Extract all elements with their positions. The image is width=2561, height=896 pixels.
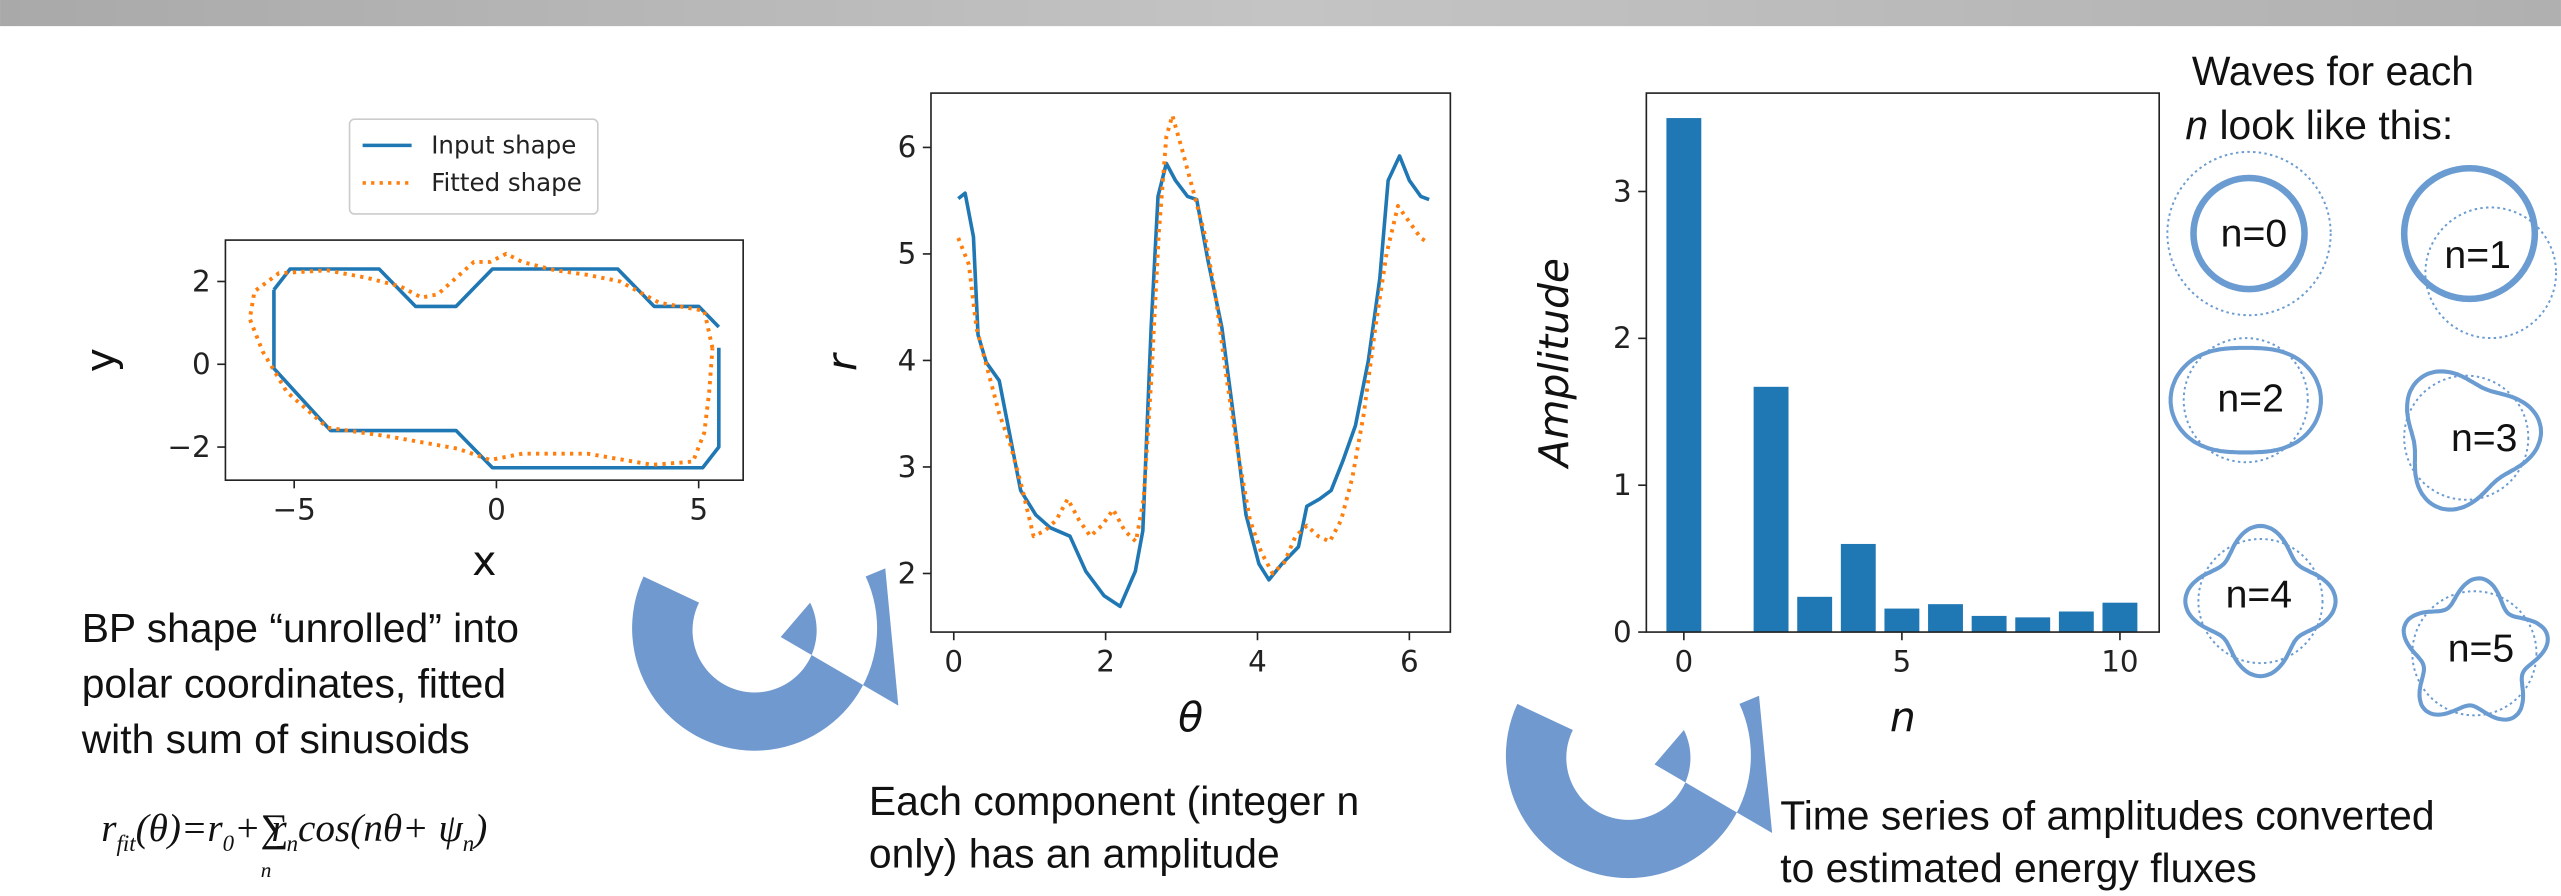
bar <box>1666 118 1702 633</box>
wave-shape <box>2168 345 2323 455</box>
caption-line: BP shape “unrolled” into <box>82 605 519 651</box>
y-tick-label: 1 <box>1613 468 1632 502</box>
plot-frame <box>930 92 1452 633</box>
formula-part: 0 <box>223 831 235 856</box>
x-axis-label: n <box>1890 694 1916 742</box>
legend-label: Fitted shape <box>431 168 582 197</box>
y-tick-label: 3 <box>898 450 917 484</box>
arrow <box>632 568 899 751</box>
x-tick-label: 0 <box>487 492 506 526</box>
y-axis-label: y <box>76 348 124 372</box>
y-tick-label: −2 <box>167 430 210 464</box>
chart: 0 5 10 0 1 2 3 n Amplitude <box>1530 92 2161 742</box>
chart: 0 2 4 6 2 3 4 5 6 θ r <box>818 92 1452 742</box>
bar <box>2058 611 2094 633</box>
x-tick-label: −5 <box>273 492 316 526</box>
y-tick-label: 0 <box>192 347 211 381</box>
wave-shape <box>2400 164 2539 303</box>
caption-line: Time series of amplitudes converted <box>1780 793 2434 839</box>
formula-part: (θ)=r <box>136 807 224 850</box>
wave-shape <box>2183 523 2338 679</box>
chart: −5 0 5 −2 0 2 x y Input shape Fitted shape <box>76 118 744 585</box>
formula-part: n <box>463 831 474 856</box>
y-tick-label: 2 <box>192 264 211 298</box>
caption-line: with sum of sinusoids <box>81 716 470 762</box>
formula-part: n <box>287 831 298 856</box>
wave-label: n=3 <box>2451 417 2517 460</box>
y-tick-label: 2 <box>898 556 917 590</box>
legend: Input shape Fitted shape <box>348 118 599 215</box>
waves-title-part: look like this: <box>2219 102 2453 148</box>
x-axis-label: θ <box>1178 694 1203 742</box>
arrow <box>1505 695 1773 879</box>
wave-reference <box>2403 374 2530 501</box>
plot-frame <box>224 239 744 481</box>
series-line <box>247 251 715 467</box>
formula-part: r <box>101 807 117 850</box>
wave-reference <box>2424 206 2558 340</box>
x-tick-label: 2 <box>1096 644 1115 678</box>
y-tick-label: 4 <box>898 343 917 377</box>
wave-label: n=2 <box>2217 378 2283 421</box>
caption-line: to estimated energy fluxes <box>1780 845 2257 891</box>
wave-shape <box>2190 174 2308 293</box>
bar <box>1884 608 1920 633</box>
wave-reference <box>2166 150 2332 317</box>
formula-part: cos(nθ+ ψ <box>298 807 463 850</box>
bar <box>1971 615 2007 633</box>
formula-part: fit <box>117 831 137 856</box>
y-tick-label: 0 <box>1613 615 1632 649</box>
waves-title: Waves for each n look like this: <box>2185 48 2474 148</box>
y-tick-label: 6 <box>898 130 917 164</box>
x-axis-label: x <box>472 537 496 585</box>
waves-title-part: Waves for each <box>2192 48 2474 94</box>
caption-line: polar coordinates, fitted <box>82 660 506 706</box>
y-tick-label: 3 <box>1613 174 1632 208</box>
bar <box>1797 596 1833 633</box>
formula: rfit(θ)=r0+∑ nrncos(nθ+ ψn) <box>101 807 487 882</box>
wave-label: n=1 <box>2444 234 2510 277</box>
bar <box>1753 386 1789 633</box>
x-tick-label: 5 <box>1893 644 1912 678</box>
x-tick-label: 0 <box>944 644 963 678</box>
legend-frame <box>348 118 599 215</box>
formula-part: +∑ <box>234 807 288 850</box>
y-tick-label: 2 <box>1613 321 1632 355</box>
wave-label: n=0 <box>2221 213 2287 256</box>
wave-label: n=4 <box>2226 574 2292 617</box>
bar <box>2015 617 2051 633</box>
x-tick-label: 5 <box>689 492 708 526</box>
waves-title-part: n <box>2185 102 2208 148</box>
y-axis-label: Amplitude <box>1530 258 1578 470</box>
series-line <box>957 154 1430 609</box>
y-tick-label: 5 <box>898 237 917 271</box>
x-tick-label: 4 <box>1248 644 1267 678</box>
legend-label: Input shape <box>431 131 576 160</box>
wave-reference <box>2197 537 2324 665</box>
series-line <box>956 113 1431 576</box>
plot-frame <box>1645 92 2161 633</box>
wave-shape <box>2401 576 2550 722</box>
wave-shape <box>2405 369 2544 512</box>
header-band <box>0 0 2561 27</box>
x-tick-label: 0 <box>1674 644 1693 678</box>
arrows <box>632 568 1773 879</box>
formula-part: ) <box>472 807 487 850</box>
wave-reference <box>2182 337 2309 464</box>
formula-part: r <box>271 807 287 850</box>
wave-label: n=5 <box>2448 627 2514 670</box>
formula-part: n <box>261 858 272 882</box>
x-tick-label: 6 <box>1400 644 1419 678</box>
x-tick-label: 10 <box>2101 644 2138 678</box>
caption-line: only) has an amplitude <box>869 830 1280 876</box>
series-line <box>272 267 721 470</box>
y-axis-label: r <box>818 352 866 371</box>
bar <box>2102 602 2138 633</box>
bar <box>1840 543 1876 633</box>
bar <box>1928 604 1963 633</box>
caption-line: Each component (integer n <box>869 778 1359 824</box>
